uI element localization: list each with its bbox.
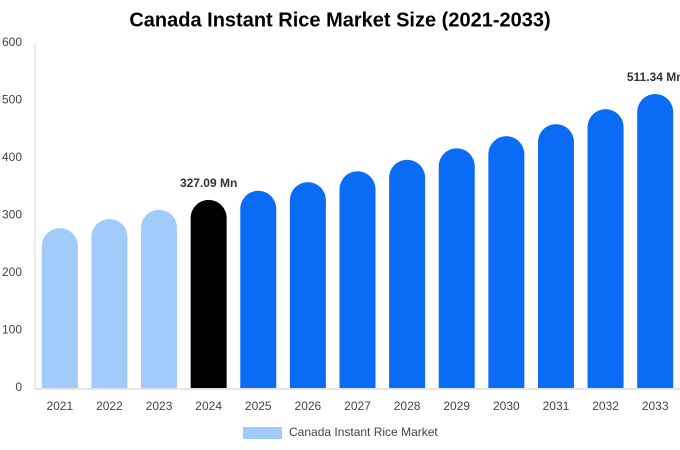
legend-label: Canada Instant Rice Market	[289, 425, 438, 439]
x-tick-label: 2025	[245, 399, 272, 413]
y-tick-label: 500	[2, 93, 22, 107]
bar	[389, 159, 426, 388]
bar	[488, 136, 525, 388]
bar	[339, 171, 376, 388]
x-tick-label: 2026	[295, 399, 322, 413]
chart-title: Canada Instant Rice Market Size (2021-20…	[129, 9, 550, 31]
x-tick-label: 2028	[394, 399, 421, 413]
bar	[141, 209, 178, 388]
y-tick-label: 200	[2, 265, 22, 279]
y-tick-label: 300	[2, 208, 22, 222]
x-tick-label: 2031	[543, 399, 570, 413]
x-tick-label: 2027	[344, 399, 371, 413]
bar	[41, 228, 78, 388]
x-tick-label: 2022	[96, 399, 123, 413]
x-tick-label: 2021	[46, 399, 73, 413]
x-tick-label: 2033	[642, 399, 669, 413]
legend-swatch	[243, 427, 282, 439]
data-label: 511.34 Mn	[627, 70, 680, 84]
bar	[289, 182, 326, 388]
y-tick-label: 0	[15, 380, 22, 394]
bar	[438, 148, 475, 388]
bar	[637, 93, 674, 389]
x-tick-label: 2023	[146, 399, 173, 413]
bar	[240, 190, 277, 388]
y-tick-label: 400	[2, 150, 22, 164]
bar	[91, 218, 128, 388]
x-tick-label: 2030	[493, 399, 520, 413]
y-tick-label: 600	[2, 35, 22, 49]
bar	[587, 109, 624, 388]
bar	[190, 199, 227, 388]
y-tick-label: 100	[2, 323, 22, 337]
x-tick-label: 2024	[195, 399, 222, 413]
x-tick-label: 2029	[443, 399, 470, 413]
x-tick-label: 2032	[592, 399, 619, 413]
bar	[537, 124, 574, 388]
data-label: 327.09 Mn	[180, 176, 237, 190]
